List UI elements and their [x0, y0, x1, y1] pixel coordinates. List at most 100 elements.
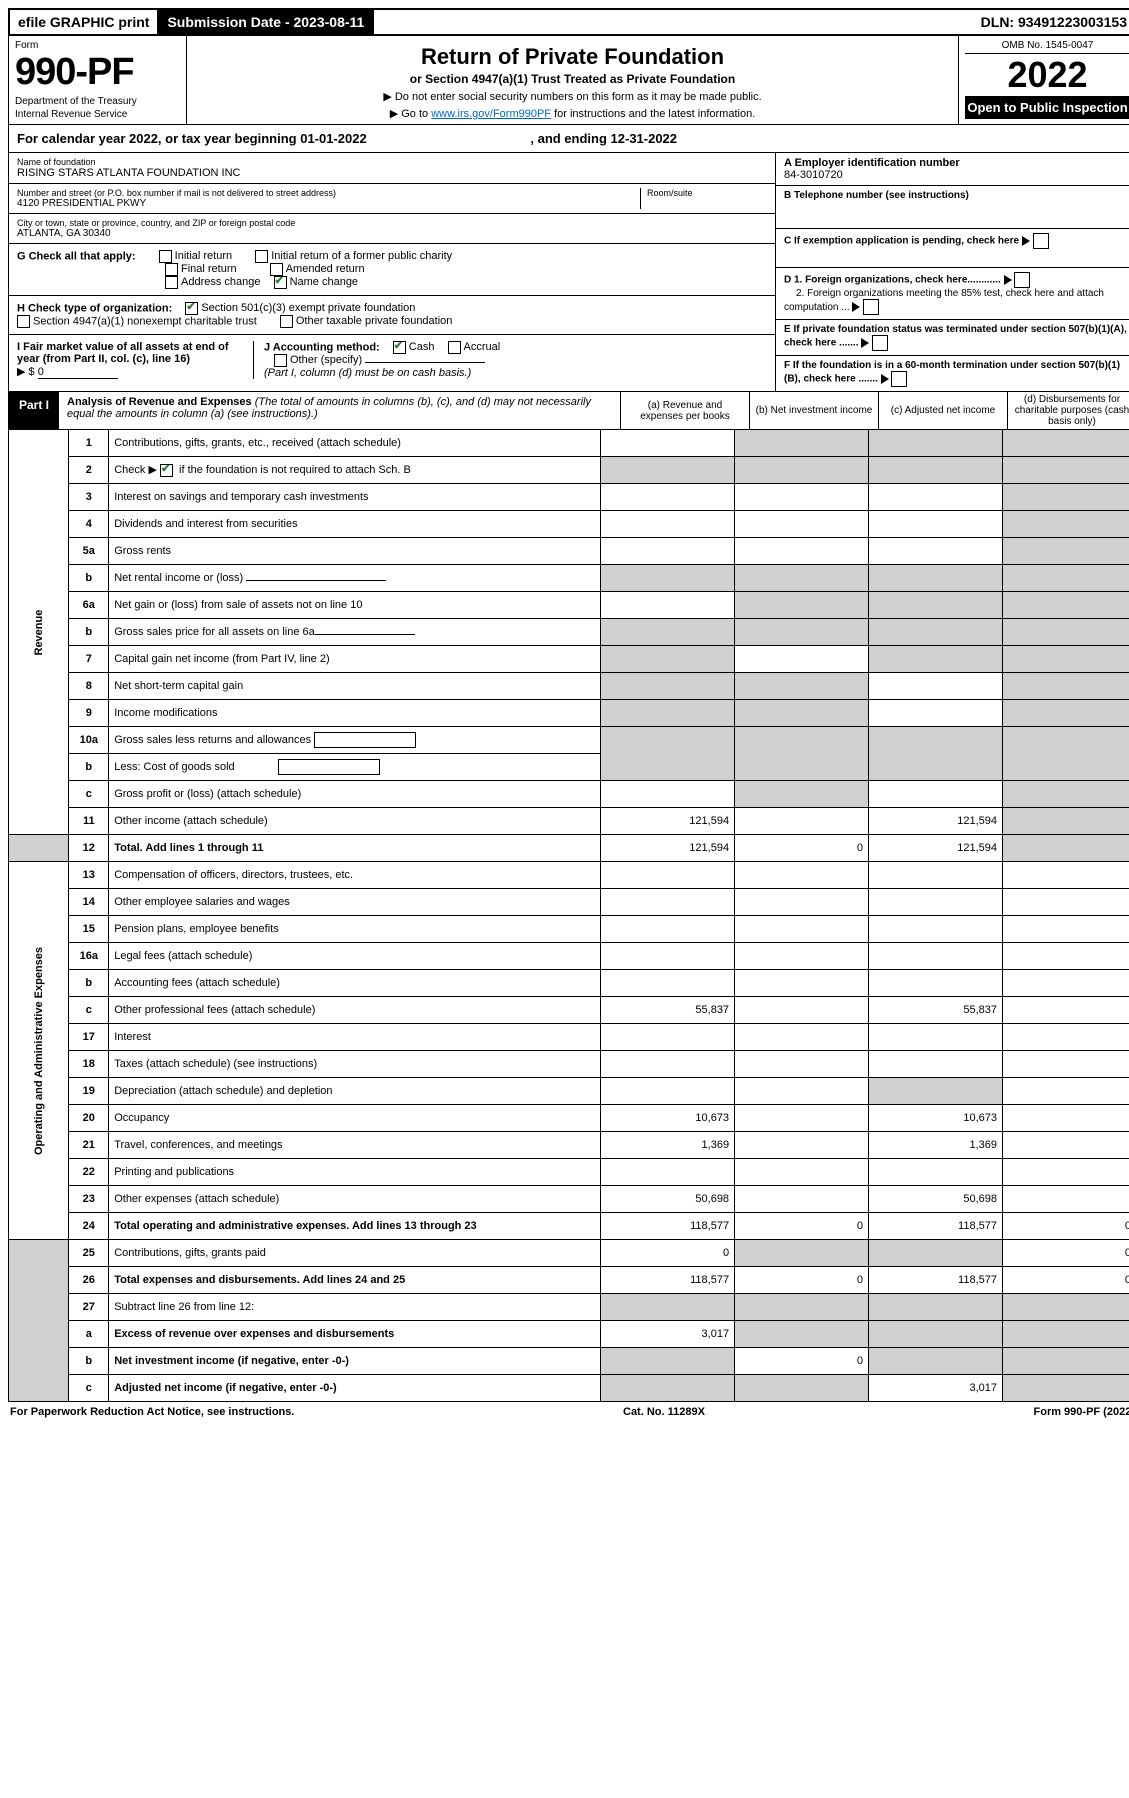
line-19: Depreciation (attach schedule) and deple… — [109, 1078, 601, 1105]
line-26: Total expenses and disbursements. Add li… — [109, 1267, 601, 1294]
calendar-year-row: For calendar year 2022, or tax year begi… — [8, 125, 1129, 153]
line-16a: Legal fees (attach schedule) — [109, 943, 601, 970]
line-13: Compensation of officers, directors, tru… — [109, 862, 601, 889]
city-label: City or town, state or province, country… — [17, 218, 767, 228]
addr-label: Number and street (or P.O. box number if… — [17, 188, 640, 198]
cash-checkbox[interactable] — [393, 341, 406, 354]
line-16b: Accounting fees (attach schedule) — [109, 970, 601, 997]
line-15: Pension plans, employee benefits — [109, 916, 601, 943]
c-checkbox[interactable] — [1033, 233, 1049, 249]
line-6b: Gross sales price for all assets on line… — [109, 619, 601, 646]
val-24d: 0 — [1003, 1213, 1129, 1240]
val-12b: 0 — [735, 835, 869, 862]
irs-label: Internal Revenue Service — [15, 109, 180, 120]
line-18: Taxes (attach schedule) (see instruction… — [109, 1051, 601, 1078]
final-return-checkbox[interactable] — [165, 263, 178, 276]
instr-1: ▶ Do not enter social security numbers o… — [193, 90, 952, 103]
line-21: Travel, conferences, and meetings — [109, 1132, 601, 1159]
other-method-checkbox[interactable] — [274, 354, 287, 367]
part1-table: Revenue 1Contributions, gifts, grants, e… — [8, 430, 1129, 1402]
phone-label: B Telephone number (see instructions) — [784, 190, 969, 201]
irs-link[interactable]: www.irs.gov/Form990PF — [431, 108, 551, 120]
val-16cc: 55,837 — [869, 997, 1003, 1024]
val-25a: 0 — [601, 1240, 735, 1267]
val-24a: 118,577 — [601, 1213, 735, 1240]
line-14: Other employee salaries and wages — [109, 889, 601, 916]
d1-label: D 1. Foreign organizations, check here..… — [784, 275, 1001, 286]
foundation-name: RISING STARS ATLANTA FOUNDATION INC — [17, 167, 767, 179]
page-footer: For Paperwork Reduction Act Notice, see … — [8, 1402, 1129, 1418]
fmv-value: 0 — [38, 366, 118, 379]
name-label: Name of foundation — [17, 157, 767, 167]
accrual-checkbox[interactable] — [448, 341, 461, 354]
fmv-label: I Fair market value of all assets at end… — [17, 341, 229, 365]
val-27cc: 3,017 — [869, 1375, 1003, 1402]
cat-number: Cat. No. 11289X — [623, 1406, 705, 1418]
line-27a: Excess of revenue over expenses and disb… — [109, 1321, 601, 1348]
line-7: Capital gain net income (from Part IV, l… — [109, 646, 601, 673]
val-26d: 0 — [1003, 1267, 1129, 1294]
line-16c: Other professional fees (attach schedule… — [109, 997, 601, 1024]
name-change-checkbox[interactable] — [274, 276, 287, 289]
sch-b-not-required-checkbox[interactable] — [160, 464, 173, 477]
501c3-checkbox[interactable] — [185, 302, 198, 315]
line-8: Net short-term capital gain — [109, 673, 601, 700]
check-h-row: H Check type of organization: Section 50… — [9, 295, 775, 334]
val-23a: 50,698 — [601, 1186, 735, 1213]
line-20: Occupancy — [109, 1105, 601, 1132]
part1-title: Analysis of Revenue and Expenses — [67, 396, 252, 408]
line-27c: Adjusted net income (if negative, enter … — [109, 1375, 601, 1402]
val-27aa: 3,017 — [601, 1321, 735, 1348]
cash-basis-note: (Part I, column (d) must be on cash basi… — [264, 367, 471, 379]
d2-label: 2. Foreign organizations meeting the 85%… — [784, 288, 1104, 313]
room-label: Room/suite — [647, 188, 767, 198]
other-taxable-checkbox[interactable] — [280, 315, 293, 328]
col-b-head: (b) Net investment income — [750, 392, 879, 429]
val-21c: 1,369 — [869, 1132, 1003, 1159]
line-11: Other income (attach schedule) — [109, 808, 601, 835]
line-5b: Net rental income or (loss) — [109, 565, 601, 592]
initial-former-checkbox[interactable] — [255, 250, 268, 263]
line-5a: Gross rents — [109, 538, 601, 565]
efile-label: efile GRAPHIC print — [10, 10, 159, 34]
form-title: Return of Private Foundation — [193, 44, 952, 70]
val-26c: 118,577 — [869, 1267, 1003, 1294]
f-checkbox[interactable] — [891, 371, 907, 387]
val-24c: 118,577 — [869, 1213, 1003, 1240]
form-version: Form 990-PF (2022) — [1034, 1406, 1129, 1418]
val-12c: 121,594 — [869, 835, 1003, 862]
line-10b: Less: Cost of goods sold — [109, 754, 601, 781]
c-label: C If exemption application is pending, c… — [784, 236, 1019, 247]
arrow-icon — [1022, 236, 1030, 246]
arrow-icon — [881, 374, 889, 384]
arrow-icon — [1004, 275, 1012, 285]
val-26a: 118,577 — [601, 1267, 735, 1294]
dln: DLN: 93491223003153 — [973, 10, 1129, 34]
4947-checkbox[interactable] — [17, 315, 30, 328]
val-26b: 0 — [735, 1267, 869, 1294]
paperwork-notice: For Paperwork Reduction Act Notice, see … — [10, 1406, 294, 1418]
omb-number: OMB No. 1545-0047 — [965, 40, 1129, 54]
line-24: Total operating and administrative expen… — [109, 1213, 601, 1240]
initial-return-checkbox[interactable] — [159, 250, 172, 263]
d1-checkbox[interactable] — [1014, 272, 1030, 288]
line-10c: Gross profit or (loss) (attach schedule) — [109, 781, 601, 808]
val-21a: 1,369 — [601, 1132, 735, 1159]
e-checkbox[interactable] — [872, 335, 888, 351]
val-20a: 10,673 — [601, 1105, 735, 1132]
ein-label: A Employer identification number — [784, 157, 960, 169]
foundation-info: Name of foundation RISING STARS ATLANTA … — [8, 153, 1129, 392]
val-25d: 0 — [1003, 1240, 1129, 1267]
f-label: F If the foundation is in a 60-month ter… — [784, 360, 1120, 385]
col-c-head: (c) Adjusted net income — [879, 392, 1008, 429]
check-g-row: G Check all that apply: Initial return I… — [9, 243, 775, 295]
i-j-row: I Fair market value of all assets at end… — [9, 334, 775, 385]
d2-checkbox[interactable] — [863, 299, 879, 315]
address-change-checkbox[interactable] — [165, 276, 178, 289]
line-27b: Net investment income (if negative, ente… — [109, 1348, 601, 1375]
form-number: 990-PF — [15, 51, 180, 94]
line-27: Subtract line 26 from line 12: — [109, 1294, 601, 1321]
e-label: E If private foundation status was termi… — [784, 324, 1127, 349]
form-label: Form — [15, 40, 180, 51]
street-address: 4120 PRESIDENTIAL PKWY — [17, 198, 640, 209]
